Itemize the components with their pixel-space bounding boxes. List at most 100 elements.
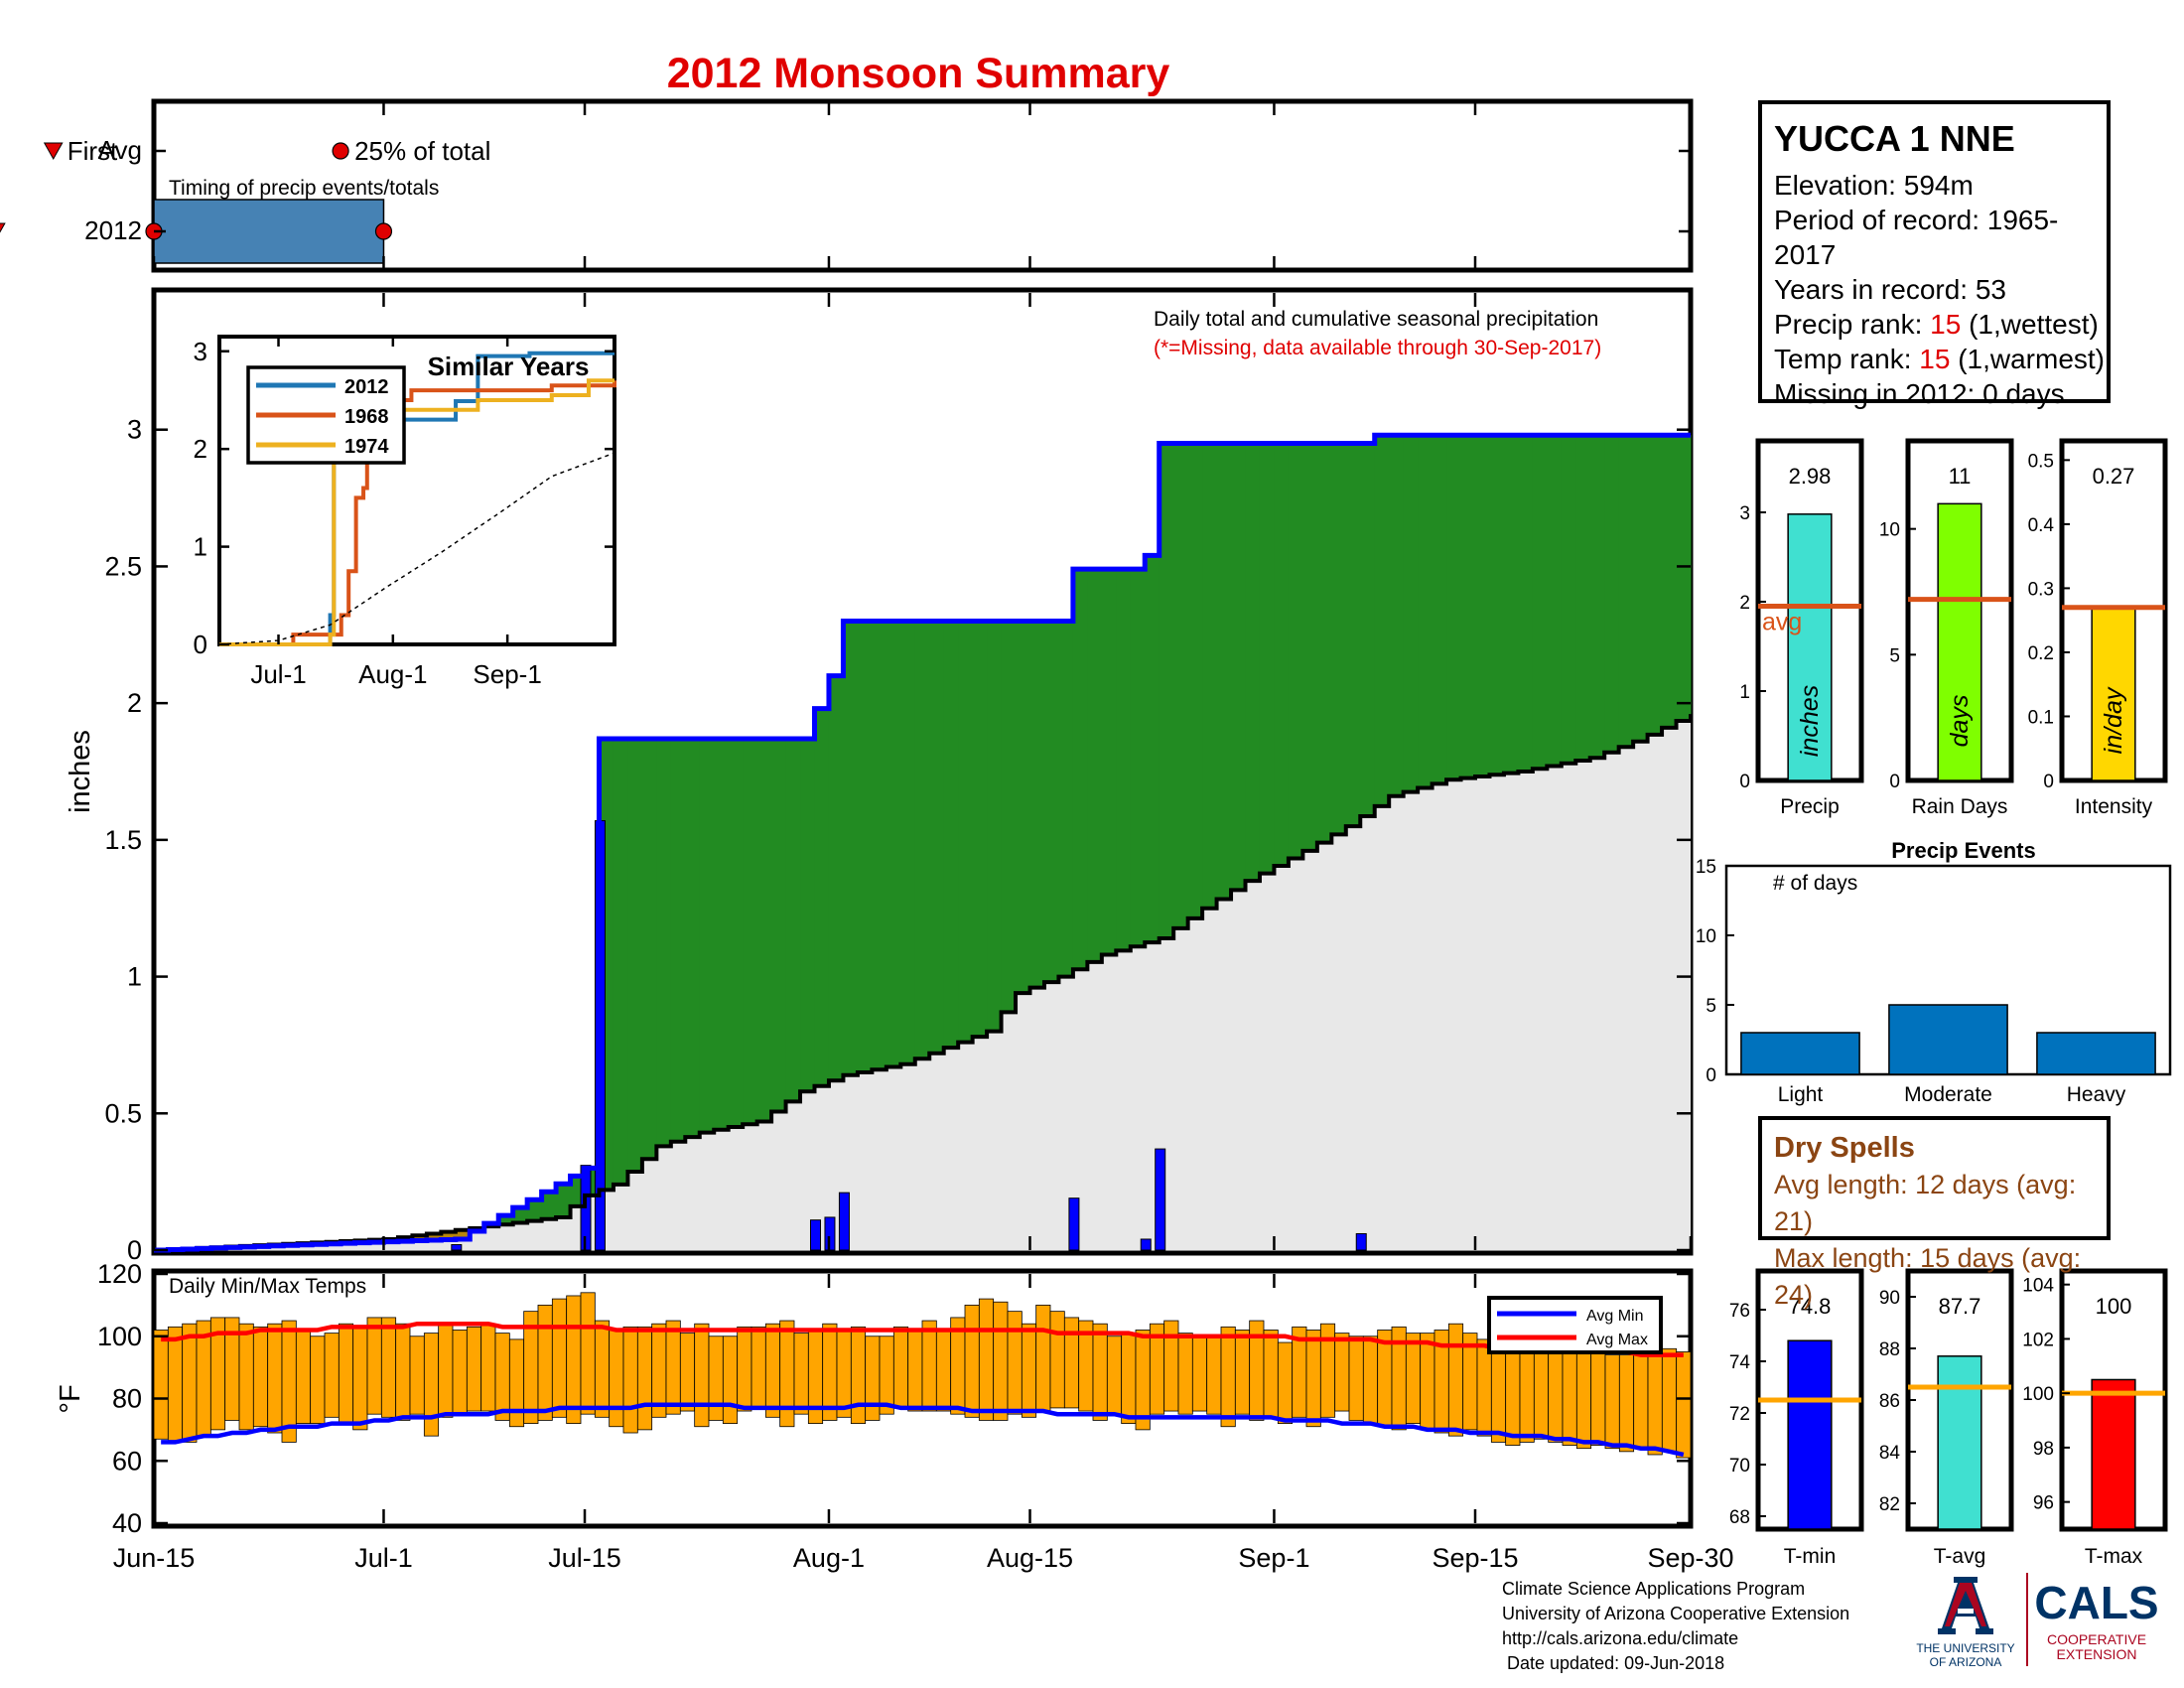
daily-temp-bar bbox=[551, 1298, 568, 1418]
surplus-fill bbox=[714, 738, 730, 1130]
figure-title: 2012 Monsoon Summary bbox=[667, 50, 1170, 97]
surplus-fill bbox=[1288, 443, 1303, 859]
y2012-q50-marker bbox=[374, 222, 393, 240]
daily-temp-bar bbox=[1334, 1333, 1350, 1412]
temp-stat-1-ytick-label: 86 bbox=[1879, 1391, 1900, 1412]
daily-temp-bar bbox=[1220, 1326, 1236, 1428]
precip-stat-1-ytick-label: 0 bbox=[1889, 772, 1900, 792]
surplus-fill bbox=[1374, 435, 1390, 806]
surplus-fill bbox=[1259, 443, 1275, 874]
surplus-fill bbox=[1145, 555, 1160, 943]
dry-spells-title: Dry Spells bbox=[1774, 1132, 1915, 1164]
daily-temp-bar bbox=[1447, 1323, 1464, 1437]
daily-temp-bar bbox=[737, 1326, 752, 1412]
surplus-fill bbox=[1202, 443, 1218, 909]
daily-temp-bar bbox=[1647, 1354, 1663, 1456]
footer-credits: Climate Science Applications Program Uni… bbox=[1502, 1577, 1849, 1676]
temp-stat-0-ytick-label: 70 bbox=[1729, 1456, 1750, 1477]
daily-temp-bar bbox=[395, 1323, 411, 1421]
footer-line-4: Date updated: 09-Jun-2018 bbox=[1502, 1653, 1725, 1673]
precip-stat-2-ytick-label: 0.1 bbox=[2028, 707, 2054, 728]
precip-stat-1-value-label: 11 bbox=[1949, 464, 1972, 489]
events-title: Precip Events bbox=[1891, 838, 2036, 863]
avg-cumulative-fill bbox=[154, 714, 1691, 1250]
surplus-fill bbox=[1389, 435, 1405, 796]
daily-precip-bar bbox=[809, 1219, 821, 1251]
precip-ytick-label: 3 bbox=[127, 415, 142, 445]
inset-ytick-label: 2 bbox=[194, 434, 207, 464]
surplus-fill bbox=[627, 738, 643, 1173]
daily-temp-bar bbox=[508, 1338, 525, 1428]
temp-xtick-label: Sep-15 bbox=[1432, 1543, 1518, 1573]
surplus-fill bbox=[498, 1215, 514, 1225]
surplus-fill bbox=[900, 621, 916, 1064]
daily-temp-bar bbox=[167, 1326, 184, 1443]
timing-row-avg: Avg bbox=[98, 135, 142, 165]
temp-xtick-label: Sep-1 bbox=[1238, 1543, 1309, 1573]
precip-stat-1-panel: 11 days 0 5 10 Rain Days bbox=[1879, 438, 2014, 818]
events-category-label: Light bbox=[1778, 1083, 1824, 1106]
surplus-fill bbox=[1087, 569, 1103, 962]
avg-first-marker bbox=[43, 142, 64, 161]
daily-temp-bar bbox=[907, 1330, 923, 1412]
precip-stat-0-unit-label: inches bbox=[1796, 685, 1824, 757]
dry-spells-box: Dry Spells Avg length: 12 days (avg: 21)… bbox=[1758, 1116, 2111, 1310]
precip-stat-2-panel: 0.27 in/day 0 0.1 0.2 0.3 0.4 0.5 Intensity bbox=[2028, 438, 2168, 818]
temp-rank-prefix: Temp rank: bbox=[1774, 344, 1920, 374]
daily-temp-bar bbox=[978, 1298, 995, 1421]
daily-temp-bar bbox=[779, 1320, 795, 1428]
inset-legend-1974: 1974 bbox=[344, 436, 389, 458]
surplus-fill bbox=[886, 621, 901, 1067]
precip-stat-1-bar bbox=[1937, 502, 1982, 781]
daily-precip-bar bbox=[1155, 1148, 1166, 1251]
surplus-fill bbox=[656, 738, 672, 1147]
temps-panel: 40 60 80 100 120 Jun-15 Jul-1 Jul-15 Aug-1 Aug-15… bbox=[55, 1259, 1734, 1573]
surplus-fill bbox=[556, 1184, 572, 1217]
daily-temp-bar bbox=[1505, 1341, 1521, 1446]
precip-annotation-missing: (*=Missing, data available through 30-Se… bbox=[1154, 337, 1601, 359]
temp-rank-suffix: (1,warmest) bbox=[1950, 344, 2106, 374]
temp-stat-1-ytick-label: 90 bbox=[1879, 1288, 1900, 1309]
surplus-fill bbox=[1489, 435, 1505, 775]
precip-ytick-label: 2.5 bbox=[104, 551, 142, 581]
surplus-fill bbox=[1159, 443, 1174, 939]
temp-ytick-label: 120 bbox=[97, 1259, 142, 1289]
daily-temp-bar bbox=[423, 1333, 440, 1437]
temp-stat-0-bar bbox=[1787, 1339, 1833, 1530]
precip-stat-0-value-label: 2.98 bbox=[1789, 464, 1832, 489]
temps-annotation: Daily Min/Max Temps bbox=[169, 1275, 366, 1298]
temp-stat-0-ytick-label: 72 bbox=[1729, 1404, 1750, 1425]
surplus-fill bbox=[1618, 435, 1634, 748]
precip-rank-prefix: Precip rank: bbox=[1774, 309, 1931, 340]
daily-temp-bar bbox=[1191, 1336, 1208, 1412]
surplus-fill bbox=[541, 1192, 557, 1219]
surplus-fill bbox=[1316, 443, 1332, 843]
daily-temp-bar bbox=[722, 1336, 739, 1424]
surplus-fill bbox=[1604, 435, 1620, 753]
daily-temp-bar bbox=[1021, 1323, 1037, 1418]
temp-xtick-label: Sep-30 bbox=[1647, 1543, 1733, 1573]
temp-ytick-label: 40 bbox=[112, 1508, 142, 1538]
daily-temp-bar bbox=[1121, 1333, 1137, 1425]
temp-stat-2-ytick-label: 104 bbox=[2022, 1276, 2054, 1297]
surplus-fill bbox=[828, 675, 844, 1081]
daily-temp-bar bbox=[1420, 1333, 1435, 1431]
daily-temp-bar bbox=[1049, 1311, 1065, 1409]
precip-ytick-label: 2 bbox=[127, 688, 142, 718]
inset-ytick-label: 1 bbox=[194, 532, 207, 562]
temp-stat-0-value-label: 74.8 bbox=[1789, 1294, 1832, 1319]
daily-temp-bar bbox=[1618, 1354, 1635, 1453]
precip-stat-2-ytick-label: 0.5 bbox=[2028, 451, 2054, 472]
daily-temp-bar bbox=[1106, 1336, 1123, 1415]
daily-temp-bar bbox=[153, 1330, 169, 1440]
daily-temp-bar bbox=[352, 1326, 368, 1431]
daily-temp-bar bbox=[566, 1295, 582, 1425]
daily-temp-bar bbox=[1007, 1311, 1023, 1415]
surplus-fill bbox=[512, 1207, 528, 1223]
temp-stat-2-bar bbox=[2091, 1378, 2136, 1530]
temp-ytick-label: 60 bbox=[112, 1446, 142, 1476]
daily-temp-bar bbox=[1305, 1330, 1321, 1428]
inset-title: Similar Years bbox=[428, 352, 590, 381]
deficit-fill bbox=[455, 1229, 471, 1239]
surplus-fill bbox=[743, 738, 758, 1125]
